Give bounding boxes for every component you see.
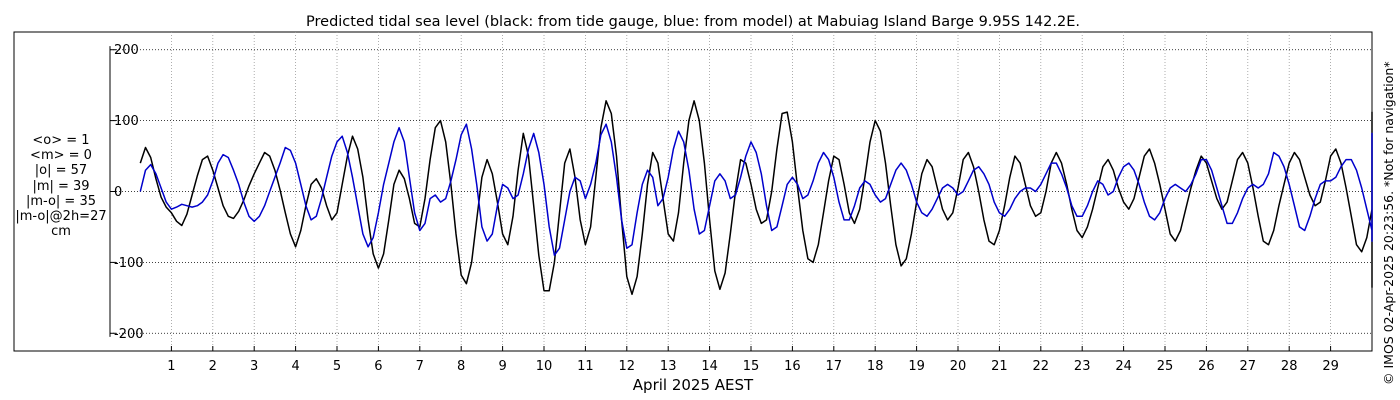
y-tick-label: 0 [114,185,122,200]
model-line [139,123,1373,257]
x-tick-label: 20 [950,359,967,374]
stat-unit: cm [51,224,71,240]
x-tick-label: 24 [1115,359,1132,374]
statistics-panel: <o> = 1 <m> = 0 |o| = 57 |m| = 39 |m-o| … [10,133,112,239]
x-tick-label: 19 [908,359,925,374]
x-tick-label: 27 [1240,359,1257,374]
y-tick-label: -200 [114,327,144,342]
stat-mean-model: <m> = 0 [30,148,92,164]
series-group [139,100,1373,296]
stat-abs-diff: |m-o| = 35 [25,193,96,209]
tide-gauge-line [139,100,1373,296]
y-tick-label: 200 [114,43,139,58]
x-tick-label: 11 [577,359,594,374]
grid [110,32,1372,351]
x-tick-label: 12 [619,359,636,374]
x-tick-label: 3 [250,359,258,374]
x-tick-label: 29 [1322,359,1339,374]
x-tick-label: 13 [660,359,677,374]
x-tick-label: 14 [701,359,718,374]
x-tick-label: 15 [743,359,760,374]
y-tick-label: 100 [114,114,139,129]
x-tick-label: 2 [209,359,217,374]
x-tick-label: 6 [374,359,382,374]
x-axis-label: April 2025 AEST [633,376,754,394]
stat-mean-obs: <o> = 1 [32,133,90,148]
x-tick-label: 26 [1198,359,1215,374]
x-tick-label: 16 [784,359,801,374]
x-tick-label: 25 [1157,359,1174,374]
y-tick-label: -100 [114,256,144,271]
x-tick-label: 10 [536,359,553,374]
x-tick-label: 21 [991,359,1008,374]
stat-abs-obs: |o| = 57 [34,163,88,179]
x-tick-label: 28 [1281,359,1298,374]
x-tick-label: 9 [498,359,506,374]
stat-abs-diff-2h: |m-o|@2h=27 [15,209,107,225]
copyright-notice: © IMOS 02-Apr-2025 20:23:56. *Not for na… [1381,61,1396,385]
x-tick-label: 8 [457,359,465,374]
chart-title: Predicted tidal sea level (black: from t… [306,14,1080,30]
x-tick-label: 18 [867,359,884,374]
x-tick-label: 1 [167,359,175,374]
stat-abs-model: |m| = 39 [32,178,90,194]
x-tick-label: 23 [1074,359,1091,374]
x-tick-label: 22 [1033,359,1050,374]
x-tick-label: 7 [416,359,424,374]
x-tick-label: 4 [291,359,299,374]
x-tick-label: 17 [826,359,843,374]
x-tick-label: 5 [333,359,341,374]
